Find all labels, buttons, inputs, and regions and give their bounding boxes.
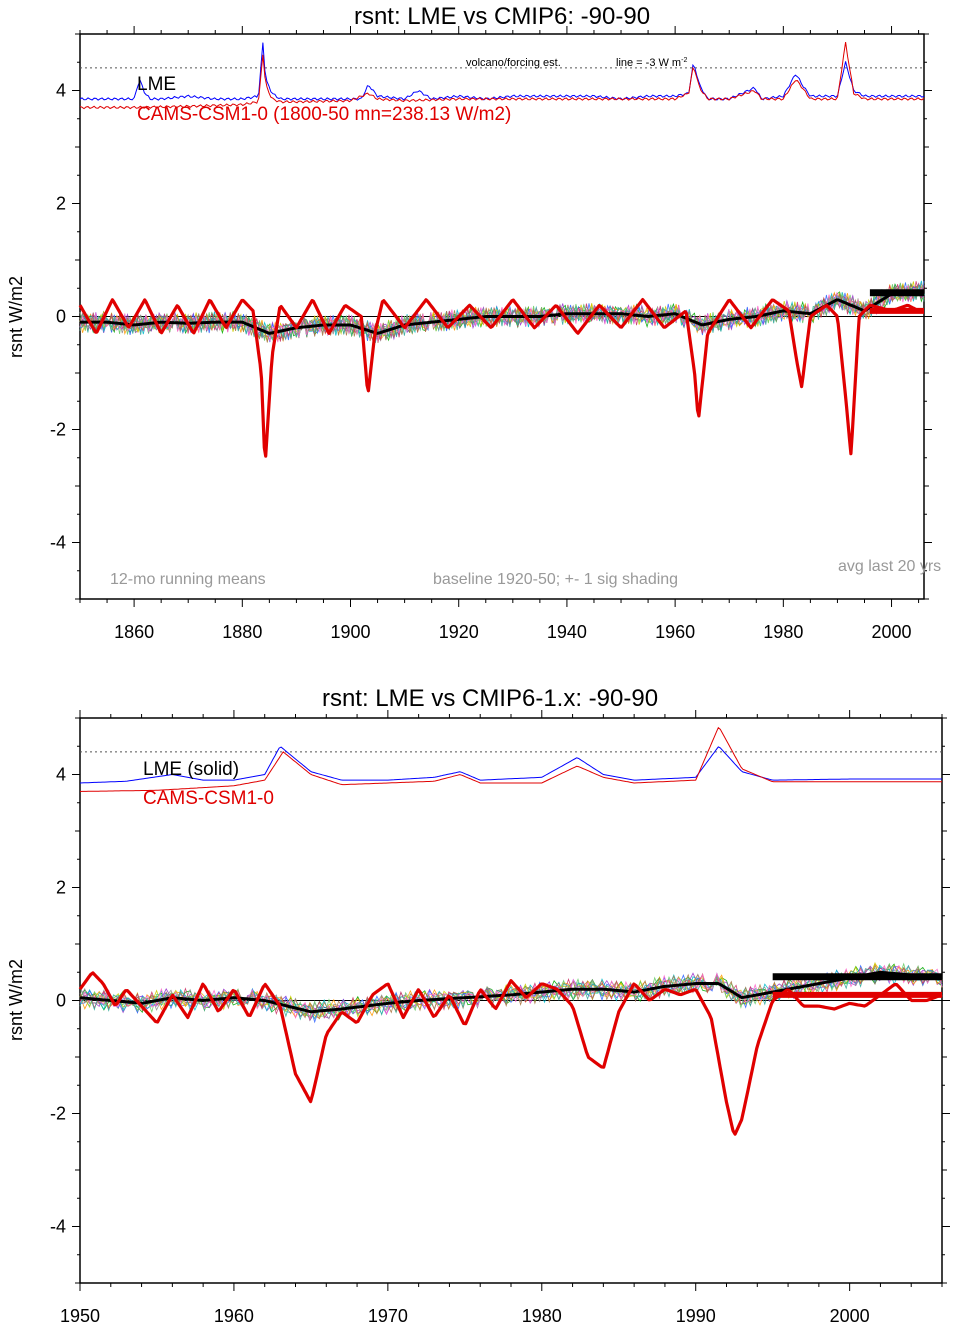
y-tick-label: -2 <box>50 420 66 440</box>
y-tick-label: -4 <box>50 533 66 553</box>
x-tick-label: 1980 <box>522 1306 562 1325</box>
x-tick-label: 1920 <box>439 622 479 642</box>
plot-area: -4 -2 0 2 4 1860 1880 1900 1920 1940 1960 1980 2000 <box>50 26 932 642</box>
x-tick-label: 1860 <box>114 622 154 642</box>
y-tick-label: 4 <box>56 81 66 101</box>
cams-forcing-line <box>79 726 942 792</box>
cams-series-line <box>78 298 925 458</box>
legend-entry-cams: CAMS-CSM1-0 <box>143 788 274 809</box>
legend-entry-lme: LME <box>137 74 176 95</box>
ensemble-member-line <box>79 966 943 1021</box>
legend-entry-lme: LME (solid) <box>143 759 239 780</box>
y-tick-label: 2 <box>56 878 66 898</box>
x-tick-label: 2000 <box>872 622 912 642</box>
y-tick-label: 4 <box>56 765 66 785</box>
running-mean-note: 12-mo running means <box>110 571 266 588</box>
x-tick-label: 1980 <box>763 622 803 642</box>
chart-title: rsnt: LME vs CMIP6-1.x: -90-90 <box>322 685 658 712</box>
y-axis-label: rsnt W/m2 <box>6 276 26 358</box>
x-tick-label: 1960 <box>214 1306 254 1325</box>
line-label: line = -3 W m-2 <box>616 57 687 69</box>
x-tick-label: 1970 <box>368 1306 408 1325</box>
cams-series-line <box>78 971 943 1136</box>
x-tick-label: 2000 <box>830 1306 870 1325</box>
y-axis-label: rsnt W/m2 <box>6 959 26 1041</box>
x-tick-label: 1950 <box>60 1306 100 1325</box>
x-tick-label: 1900 <box>330 622 370 642</box>
lme-forcing-line <box>79 746 942 784</box>
y-tick-label: 0 <box>56 307 66 327</box>
legend-entry-cams: CAMS-CSM1-0 (1800-50 mn=238.13 W/m2) <box>137 104 511 125</box>
lme-series-line <box>79 289 925 335</box>
y-tick-label: 0 <box>56 991 66 1011</box>
x-tick-label: 1880 <box>222 622 262 642</box>
ensemble-member-line <box>79 964 943 1020</box>
volcano-label: volcano/forcing est. <box>466 57 561 69</box>
y-tick-label: -2 <box>50 1104 66 1124</box>
x-tick-label: 1990 <box>676 1306 716 1325</box>
avg-last-note: avg last 20 yrs <box>838 558 941 575</box>
baseline-note: baseline 1920-50; +- 1 sig shading <box>433 571 678 588</box>
y-tick-label: 2 <box>56 194 66 214</box>
cams-forcing-line <box>79 42 925 110</box>
chart-panel-top: rsnt: LME vs CMIP6: -90-90 rsnt W/m2 -4-… <box>6 3 941 642</box>
ensemble-member-line <box>79 285 925 343</box>
plot-area: -4 -2 0 2 4 1950 1960 1970 1980 1990 2000 <box>50 710 950 1325</box>
y-tick-label: -4 <box>50 1217 66 1237</box>
x-tick-label: 1940 <box>547 622 587 642</box>
lme-series-line <box>79 970 943 1014</box>
lme-forcing-line <box>79 42 925 101</box>
chart-panel-bottom: rsnt: LME vs CMIP6-1.x: -90-90 rsnt W/m2… <box>6 685 950 1325</box>
chart-title: rsnt: LME vs CMIP6: -90-90 <box>354 3 650 30</box>
x-tick-label: 1960 <box>655 622 695 642</box>
